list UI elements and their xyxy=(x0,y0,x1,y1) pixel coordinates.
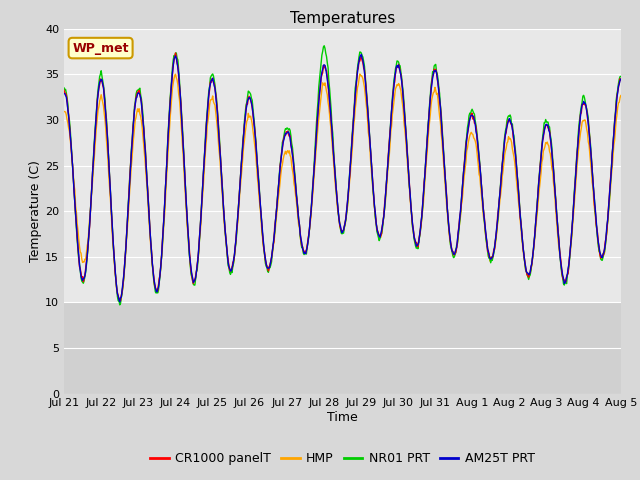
Title: Temperatures: Temperatures xyxy=(290,11,395,26)
Legend: CR1000 panelT, HMP, NR01 PRT, AM25T PRT: CR1000 panelT, HMP, NR01 PRT, AM25T PRT xyxy=(145,447,540,470)
X-axis label: Time: Time xyxy=(327,411,358,424)
Y-axis label: Temperature (C): Temperature (C) xyxy=(29,160,42,262)
Bar xyxy=(64,302,621,394)
Text: WP_met: WP_met xyxy=(72,42,129,55)
